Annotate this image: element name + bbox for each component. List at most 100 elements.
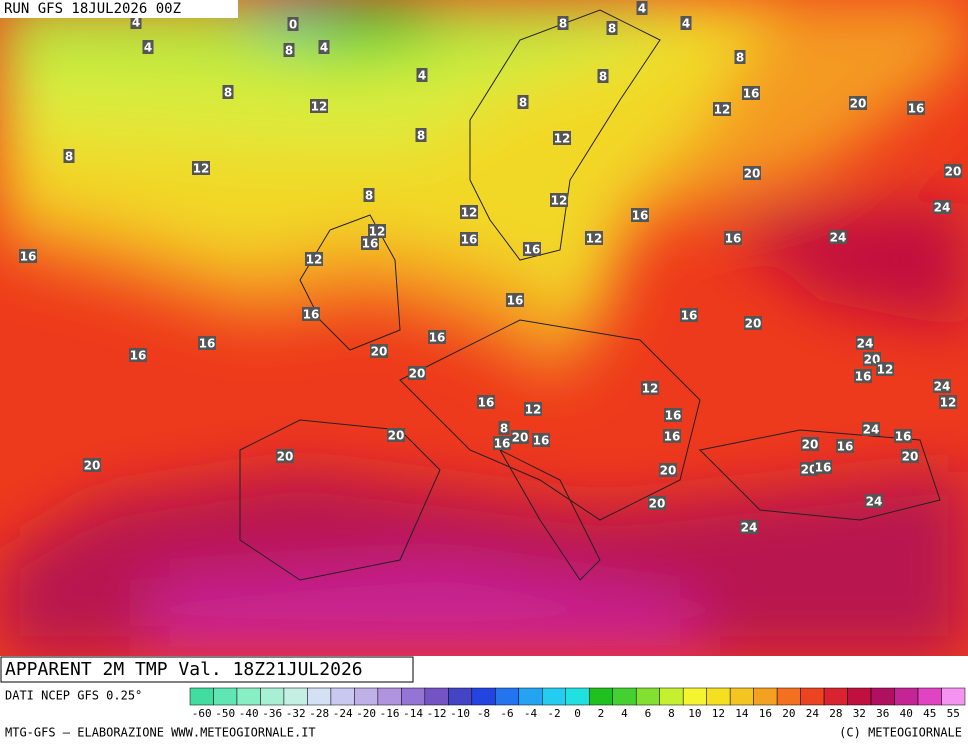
label-box [532, 433, 550, 447]
label-box [939, 395, 957, 409]
map-label: 16 [855, 370, 872, 384]
map-label: 12 [525, 403, 542, 417]
colorbar-swatch [588, 687, 613, 706]
map-label: 16 [362, 237, 379, 251]
label-box [408, 366, 426, 380]
map-label: 24 [830, 231, 847, 245]
label-box [876, 362, 894, 376]
map-label: 8 [65, 150, 73, 164]
source: DATI NCEP GFS 0.25° [5, 689, 142, 703]
label-box [428, 330, 446, 344]
colorbar-label: -2 [547, 707, 560, 720]
colorbar-swatch [847, 687, 872, 706]
map-label: 8 [599, 70, 607, 84]
colorbar-swatch [612, 687, 637, 706]
colorbar-label: -16 [380, 707, 400, 720]
map-label: 24 [741, 521, 758, 535]
map-label: 16 [524, 243, 541, 257]
map-label: 16 [199, 337, 216, 351]
colorbar-label: -28 [309, 707, 329, 720]
colorbar-label: -40 [239, 707, 259, 720]
map-label: 12 [311, 100, 328, 114]
label-box [894, 429, 912, 443]
map-label: 12 [306, 253, 323, 267]
map-label: 20 [409, 367, 426, 381]
colorbar-label: -20 [356, 707, 376, 720]
colorbar-swatch [401, 687, 426, 706]
colorbar-label: -4 [524, 707, 538, 720]
run-box [0, 0, 238, 18]
label-box [829, 230, 847, 244]
label-box [907, 101, 925, 115]
colorbar-swatch [542, 687, 567, 706]
map-label: 16 [837, 440, 854, 454]
colorbar-swatch [236, 687, 261, 706]
map-label: 16 [20, 250, 37, 264]
colorbar-swatch [894, 687, 919, 706]
colorbar-label: 2 [598, 707, 605, 720]
colorbar-label: -6 [500, 707, 513, 720]
label-box [387, 428, 405, 442]
map-label: 24 [934, 380, 951, 394]
colorbar-swatch [189, 687, 214, 706]
map-label: 16 [461, 233, 478, 247]
map-label: 16 [895, 430, 912, 444]
map-label: 20 [802, 438, 819, 452]
label-box [222, 85, 234, 99]
map-label: 12 [369, 225, 386, 239]
colorbar-swatch [823, 687, 848, 706]
map-label: 12 [461, 206, 478, 220]
label-box [460, 232, 478, 246]
map-label: 12 [714, 103, 731, 117]
label-box [416, 68, 428, 82]
colorbar-swatch [941, 687, 966, 706]
map-label: 16 [664, 430, 681, 444]
label-box [724, 231, 742, 245]
footer-title: APPARENT 2M TMP Val. 18Z21JUL2026 [5, 659, 363, 680]
label-box [310, 99, 328, 113]
label-box [19, 249, 37, 263]
label-box [460, 205, 478, 219]
label-box [287, 17, 299, 31]
map-label: 16 [681, 309, 698, 323]
credit: MTG-GFS — ELABORAZIONE WWW.METEOGIORNALE… [5, 726, 316, 740]
label-box [933, 379, 951, 393]
map-label: 8 [224, 86, 232, 100]
map-label: 16 [429, 331, 446, 345]
label-box [636, 1, 648, 15]
map-label: 16 [130, 349, 147, 363]
colorbar-swatch [471, 687, 496, 706]
map-label: 4 [418, 69, 426, 83]
label-box [801, 437, 819, 451]
map-label: 12 [877, 363, 894, 377]
label-box [901, 449, 919, 463]
label-box [856, 336, 874, 350]
colorbar-label: -8 [477, 707, 490, 720]
map-label: 16 [507, 294, 524, 308]
label-box [498, 421, 510, 435]
label-box [742, 86, 760, 100]
map-label: 12 [554, 132, 571, 146]
colorbar-label: 8 [668, 707, 675, 720]
map-field [0, 0, 968, 656]
colorbar-label: 45 [923, 707, 936, 720]
map-label: 8 [736, 51, 744, 65]
colorbar-swatch [330, 687, 355, 706]
colorbar-label: -36 [262, 707, 282, 720]
colorbar-swatch [495, 687, 520, 706]
title-box [0, 656, 414, 683]
label-box [597, 69, 609, 83]
label-box [933, 200, 951, 214]
label-box [130, 15, 142, 29]
map-label: 12 [586, 232, 603, 246]
colorbar-swatch [753, 687, 778, 706]
colorbar-swatch [377, 687, 402, 706]
label-box [849, 96, 867, 110]
label-box [659, 463, 677, 477]
label-box [585, 231, 603, 245]
copyright: (C) METEOGIORNALE [839, 726, 962, 740]
map-label: 16 [478, 396, 495, 410]
